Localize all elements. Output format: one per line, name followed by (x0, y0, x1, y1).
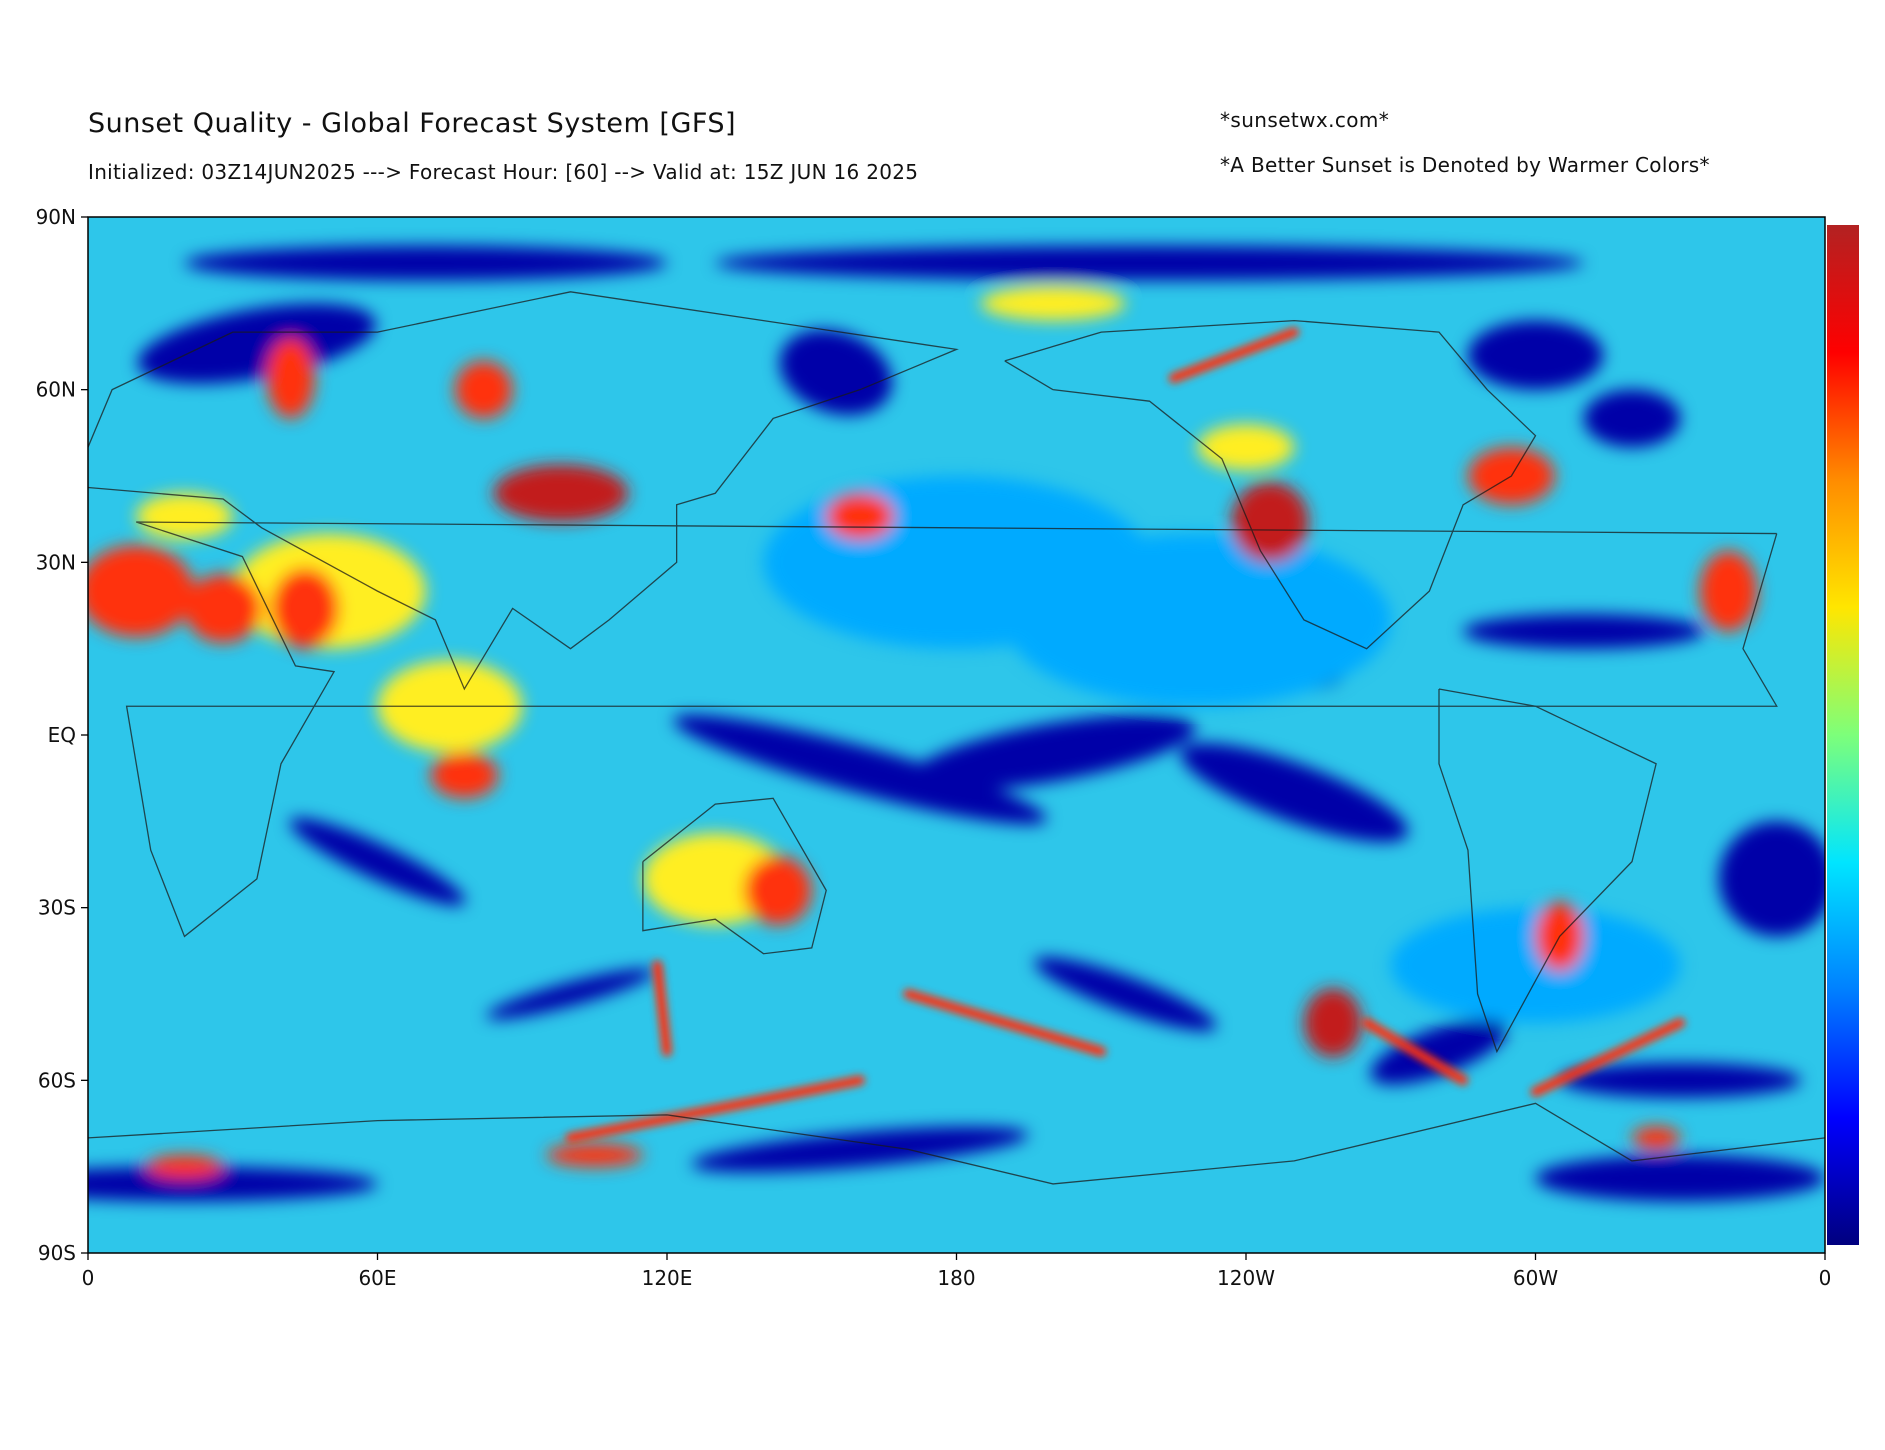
field-patch (1583, 389, 1681, 448)
forecast-info: Initialized: 03Z14JUN2025 ---> Forecast … (88, 160, 919, 184)
field-patch (1303, 988, 1362, 1058)
lon-tick-label: 180 (937, 1266, 975, 1290)
frontal-band (1361, 1017, 1469, 1086)
field-patch (289, 817, 466, 906)
field-patch (1467, 320, 1604, 390)
field-patch (1632, 1126, 1681, 1150)
field-patch (486, 968, 655, 1020)
field-patch (454, 360, 513, 419)
lon-tick-label: 0 (82, 1266, 95, 1290)
lat-tick-label: 60N (36, 378, 76, 402)
field-patch (136, 493, 233, 540)
field-patch (546, 1143, 643, 1167)
map-title: Sunset Quality - Global Forecast System … (88, 108, 737, 139)
field-patch (137, 303, 376, 384)
field-patch (1535, 1155, 1825, 1202)
lat-tick-label: 30S (38, 896, 76, 920)
field-patch (691, 1126, 1029, 1173)
colorbar (1827, 225, 1859, 1245)
field-patch (1197, 424, 1295, 471)
frontal-band (565, 1075, 865, 1143)
field-patch (145, 1155, 224, 1179)
field-patch (1699, 550, 1758, 632)
field-patch (184, 245, 667, 281)
field-layer (88, 217, 1825, 1253)
longitude-axis: 0 60E 120E 180 120W 60W 0 (82, 1253, 1832, 1290)
lon-tick-label: 120W (1217, 1266, 1275, 1290)
lon-tick-label: 0 (1819, 1266, 1832, 1290)
field-patch (1463, 614, 1705, 649)
lon-tick-label: 60E (358, 1266, 396, 1290)
field-patch (1390, 907, 1681, 1023)
lat-tick-label: 60S (38, 1068, 76, 1092)
frontal-band (1530, 1017, 1686, 1097)
field-patch (1370, 1018, 1508, 1085)
coastline (642, 797, 827, 955)
field-patch (715, 245, 1584, 281)
field-patch (271, 568, 339, 649)
coastline (1004, 319, 1537, 650)
lat-tick-label: 30N (36, 550, 76, 574)
coastline (125, 521, 1778, 938)
field-patch (266, 337, 315, 419)
field-patch (88, 545, 195, 638)
field-patch (1180, 743, 1409, 842)
frontal-band (652, 960, 672, 1057)
field-patch (826, 493, 894, 540)
field-patch (1559, 1063, 1801, 1098)
field-patch (779, 329, 893, 416)
field-patch (1004, 533, 1391, 707)
lon-tick-label: 120E (642, 1266, 693, 1290)
lat-tick-label: 90S (38, 1241, 76, 1265)
field-patch (910, 714, 1196, 791)
field-patch (1034, 957, 1217, 1031)
field-patch (184, 573, 262, 643)
coastline (1438, 688, 1657, 1054)
field-patch (673, 714, 1047, 825)
color-note: *A Better Sunset is Denoted by Warmer Co… (1220, 153, 1710, 177)
lon-tick-label: 60W (1513, 1266, 1558, 1290)
frontal-band (903, 989, 1107, 1057)
frontal-band (1168, 327, 1300, 384)
lat-tick-label: 90N (36, 205, 76, 229)
coastline (88, 291, 959, 691)
field-patch (980, 286, 1126, 321)
field-patch (1718, 821, 1825, 937)
field-patch (744, 855, 812, 925)
field-patch (493, 464, 629, 523)
coastline (88, 1102, 1825, 1185)
field-patch (430, 752, 499, 799)
field-patch (1231, 481, 1309, 563)
site-credit: *sunsetwx.com* (1220, 108, 1390, 132)
lat-tick-label: EQ (48, 723, 76, 747)
latitude-axis: 90N 60N 30N EQ 30S 60S 90S (36, 205, 88, 1265)
